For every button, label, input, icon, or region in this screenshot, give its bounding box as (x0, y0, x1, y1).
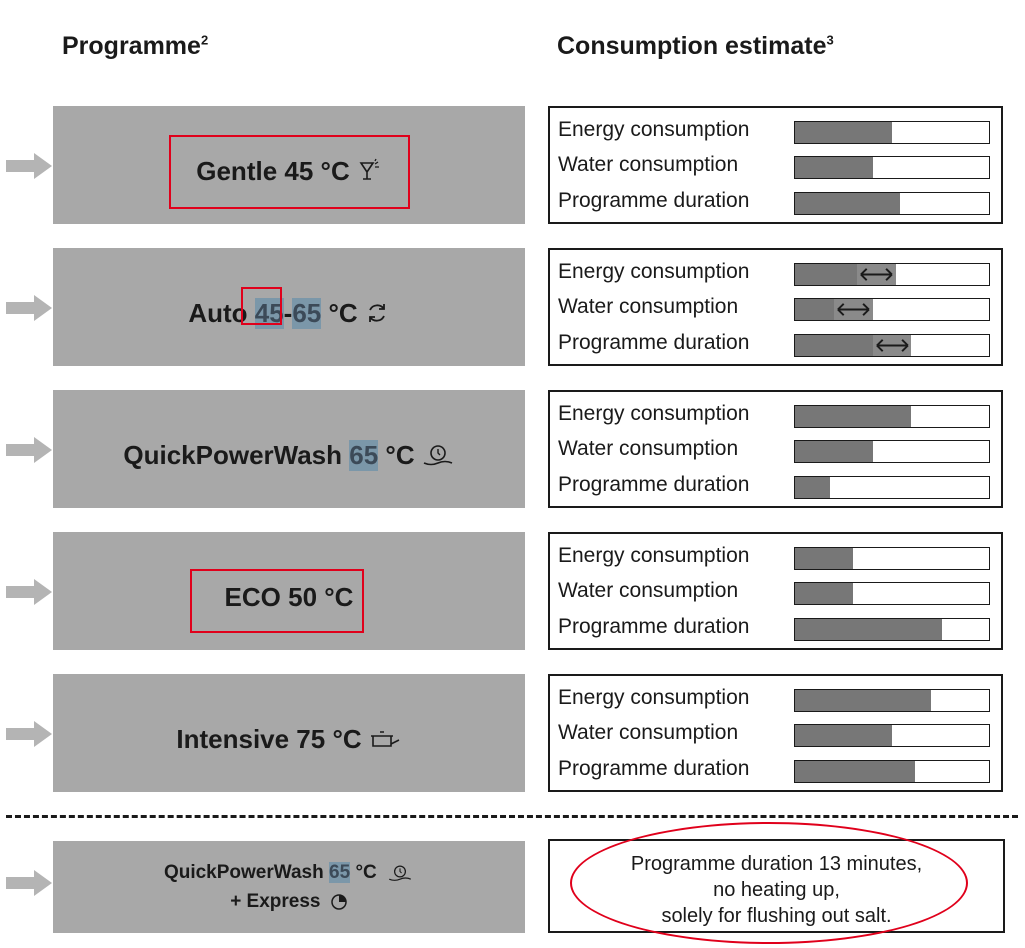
energy-fill (795, 122, 892, 143)
programme-gentle: Gentle 45 °C (53, 106, 525, 224)
programme-title: ECO 50 °C (224, 581, 354, 612)
water-bar (794, 724, 990, 747)
energy-range-arrow-icon (857, 264, 896, 285)
section-divider (6, 815, 1018, 818)
energy-bar (794, 405, 990, 428)
consumption-header: Consumption estimate3 (557, 32, 834, 60)
water-range-arrow-icon (833, 299, 873, 320)
express-icon (330, 893, 348, 911)
duration-fill (795, 477, 830, 498)
programme-title: Gentle 45 °C (196, 144, 381, 187)
water-fill (795, 441, 873, 462)
water-label: Water consumption (558, 153, 739, 176)
programme-eco: ECO 50 °C (53, 532, 525, 650)
glass-icon (356, 158, 382, 184)
programme-title: QuickPowerWash 65 °C (123, 428, 454, 471)
programme-title: QuickPowerWash 65 °C + Express (164, 858, 414, 916)
water-bar (794, 440, 990, 463)
water-bar (794, 156, 990, 179)
water-fill (795, 583, 854, 604)
duration-bar (794, 476, 990, 499)
consumption-auto: Energy consumption Water consumption Pro… (548, 248, 1003, 366)
duration-fill (795, 619, 943, 640)
energy-fill (795, 406, 912, 427)
energy-label: Energy consumption (558, 260, 750, 283)
programme-header: Programme2 (62, 32, 209, 60)
energy-bar (794, 121, 990, 144)
programme-quickpowerwash: QuickPowerWash 65 °C (53, 390, 525, 508)
energy-label: Energy consumption (558, 118, 750, 141)
energy-label: Energy consumption (558, 686, 750, 709)
duration-fill (795, 193, 900, 214)
programme-auto: Auto 45-65 °C (53, 248, 525, 366)
consumption-eco: Energy consumption Water consumption Pro… (548, 532, 1003, 650)
energy-fill (795, 690, 931, 711)
energy-bar (794, 689, 990, 712)
pointer-arrow-icon (6, 870, 52, 896)
quick-clock-icon (386, 863, 414, 883)
duration-label: Programme duration (558, 615, 750, 638)
consumption-intensive: Energy consumption Water consumption Pro… (548, 674, 1003, 792)
energy-bar (794, 263, 990, 286)
duration-label: Programme duration (558, 331, 750, 354)
pointer-arrow-icon (6, 579, 52, 605)
programme-express: QuickPowerWash 65 °C + Express (53, 841, 525, 933)
energy-fill (795, 548, 854, 569)
energy-fill (795, 264, 858, 285)
pointer-arrow-icon (6, 721, 52, 747)
programme-title: Auto 45-65 °C (188, 286, 389, 329)
pot-icon (368, 726, 402, 752)
duration-label: Programme duration (558, 473, 750, 496)
programme-intensive: Intensive 75 °C (53, 674, 525, 792)
quick-clock-icon (421, 442, 455, 468)
auto-cycle-icon (364, 300, 390, 326)
water-bar (794, 298, 990, 321)
duration-label: Programme duration (558, 189, 750, 212)
duration-range-arrow-icon (872, 335, 912, 356)
pointer-arrow-icon (6, 437, 52, 463)
water-fill (795, 725, 892, 746)
duration-label: Programme duration (558, 757, 750, 780)
duration-bar (794, 760, 990, 783)
duration-bar (794, 618, 990, 641)
water-label: Water consumption (558, 579, 739, 602)
water-label: Water consumption (558, 295, 739, 318)
water-label: Water consumption (558, 721, 739, 744)
consumption-quickpowerwash: Energy consumption Water consumption Pro… (548, 390, 1003, 508)
energy-label: Energy consumption (558, 544, 750, 567)
energy-bar (794, 547, 990, 570)
consumption-gentle: Energy consumption Water consumption Pro… (548, 106, 1003, 224)
duration-bar (794, 334, 990, 357)
energy-label: Energy consumption (558, 402, 750, 425)
duration-fill (795, 761, 916, 782)
water-fill (795, 157, 873, 178)
duration-fill (795, 335, 873, 356)
annotation-ellipse (570, 822, 968, 944)
pointer-arrow-icon (6, 153, 52, 179)
programme-title: Intensive 75 °C (176, 712, 401, 755)
duration-bar (794, 192, 990, 215)
water-label: Water consumption (558, 437, 739, 460)
water-fill (795, 299, 834, 320)
pointer-arrow-icon (6, 295, 52, 321)
water-bar (794, 582, 990, 605)
